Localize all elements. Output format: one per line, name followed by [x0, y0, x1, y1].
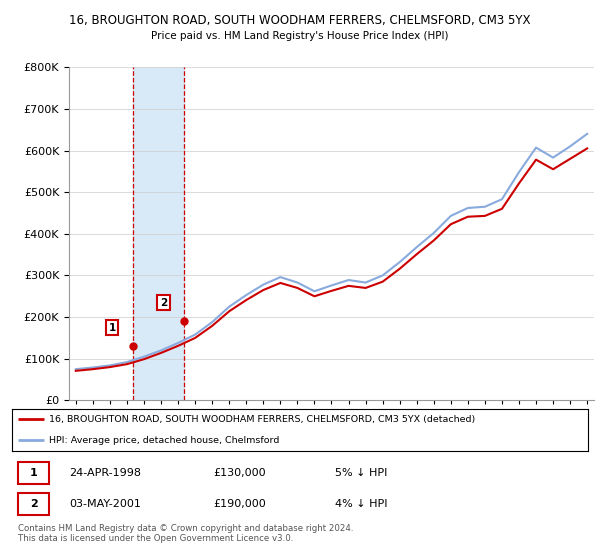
FancyBboxPatch shape: [18, 493, 49, 516]
Text: 24-APR-1998: 24-APR-1998: [70, 468, 142, 478]
Text: 03-MAY-2001: 03-MAY-2001: [70, 499, 142, 509]
Text: HPI: Average price, detached house, Chelmsford: HPI: Average price, detached house, Chel…: [49, 436, 280, 445]
Text: Contains HM Land Registry data © Crown copyright and database right 2024.
This d: Contains HM Land Registry data © Crown c…: [18, 524, 353, 543]
Text: 2: 2: [30, 499, 37, 509]
Text: 1: 1: [109, 323, 116, 333]
Text: 5% ↓ HPI: 5% ↓ HPI: [335, 468, 387, 478]
Bar: [133, 67, 184, 400]
Text: 4% ↓ HPI: 4% ↓ HPI: [335, 499, 387, 509]
Text: 16, BROUGHTON ROAD, SOUTH WOODHAM FERRERS, CHELMSFORD, CM3 5YX: 16, BROUGHTON ROAD, SOUTH WOODHAM FERRER…: [69, 14, 531, 27]
Text: £190,000: £190,000: [214, 499, 266, 509]
Text: 16, BROUGHTON ROAD, SOUTH WOODHAM FERRERS, CHELMSFORD, CM3 5YX (detached): 16, BROUGHTON ROAD, SOUTH WOODHAM FERRER…: [49, 415, 476, 424]
Text: £130,000: £130,000: [214, 468, 266, 478]
FancyBboxPatch shape: [18, 461, 49, 484]
Text: Price paid vs. HM Land Registry's House Price Index (HPI): Price paid vs. HM Land Registry's House …: [151, 31, 449, 41]
Text: 1: 1: [30, 468, 37, 478]
Text: 2: 2: [160, 297, 167, 307]
